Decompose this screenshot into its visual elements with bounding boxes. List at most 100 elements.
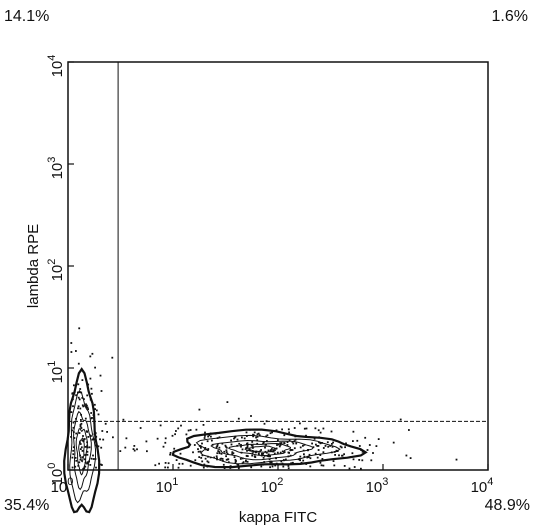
event-dot xyxy=(299,459,301,462)
event-dot xyxy=(87,408,89,411)
event-dot xyxy=(409,457,412,459)
event-dot xyxy=(271,431,273,434)
event-dot xyxy=(303,455,306,458)
event-dot xyxy=(124,446,127,449)
event-dot xyxy=(112,436,114,439)
event-dot xyxy=(256,439,259,442)
event-dot xyxy=(251,450,254,452)
event-dot xyxy=(177,427,180,430)
event-dot xyxy=(225,458,228,461)
event-dot xyxy=(86,450,89,453)
event-dot xyxy=(332,460,335,462)
event-dot xyxy=(72,431,75,433)
event-dot xyxy=(252,435,254,438)
event-dot xyxy=(261,452,263,455)
event-dot xyxy=(249,449,252,452)
event-dot xyxy=(189,464,192,467)
event-dot xyxy=(99,438,101,441)
event-dot xyxy=(280,460,283,463)
event-dot xyxy=(262,452,265,455)
event-dot xyxy=(320,464,323,467)
event-dot xyxy=(167,466,169,469)
event-dot xyxy=(73,391,76,394)
event-dot xyxy=(249,428,251,431)
event-dot xyxy=(94,432,97,434)
event-dot xyxy=(204,431,206,434)
event-dot xyxy=(229,465,232,468)
event-dot xyxy=(308,453,311,456)
contour-line xyxy=(244,445,277,453)
event-dot xyxy=(312,446,315,449)
event-dot xyxy=(75,350,77,352)
event-dot xyxy=(146,450,148,453)
event-dot xyxy=(80,427,83,429)
event-dot xyxy=(257,452,260,455)
event-dot xyxy=(180,424,182,427)
event-dot xyxy=(344,446,346,449)
event-dot xyxy=(334,454,336,456)
event-dot xyxy=(269,455,271,458)
contour-layer xyxy=(63,367,368,514)
x-tick-label: 102 xyxy=(261,476,284,496)
event-dot xyxy=(343,465,346,467)
event-dot xyxy=(89,377,92,380)
event-dot xyxy=(201,442,203,445)
event-dot xyxy=(100,446,103,449)
events-layer xyxy=(70,327,458,470)
event-dot xyxy=(179,452,182,455)
event-dot xyxy=(240,444,242,446)
event-dot xyxy=(316,456,319,459)
event-dot xyxy=(74,457,77,459)
event-dot xyxy=(102,438,105,441)
event-dot xyxy=(95,435,98,438)
event-dot xyxy=(275,429,278,432)
x-axis-label: kappa FITC xyxy=(239,509,318,525)
event-dot xyxy=(273,452,276,455)
event-dot xyxy=(216,458,218,461)
y-tick-label: 101 xyxy=(46,361,66,384)
event-dot xyxy=(79,407,82,410)
event-dot xyxy=(199,450,202,453)
event-dot xyxy=(79,448,82,450)
event-dot xyxy=(164,462,167,464)
event-dot xyxy=(262,441,265,444)
event-dot xyxy=(85,403,87,406)
event-dot xyxy=(375,445,378,447)
event-dot xyxy=(229,467,232,469)
event-dot xyxy=(392,441,395,444)
event-dot xyxy=(71,466,74,469)
event-dot xyxy=(267,453,270,456)
event-dot xyxy=(209,456,212,459)
event-dot xyxy=(232,452,235,455)
event-dot xyxy=(80,391,83,394)
event-dot xyxy=(269,466,271,469)
event-dot xyxy=(99,463,102,466)
event-dot xyxy=(258,434,261,437)
x-tick-label: 104 xyxy=(471,476,494,496)
event-dot xyxy=(265,420,268,423)
event-dot xyxy=(215,446,218,449)
event-dot xyxy=(75,394,77,397)
event-dot xyxy=(455,458,458,461)
event-dot xyxy=(222,459,224,462)
event-dot xyxy=(237,417,240,420)
event-dot xyxy=(294,435,297,438)
event-dot xyxy=(90,387,93,390)
event-dot xyxy=(322,427,325,430)
event-dot xyxy=(77,407,79,410)
event-dot xyxy=(192,451,194,454)
event-dot xyxy=(78,327,81,330)
event-dot xyxy=(225,445,227,448)
event-dot xyxy=(233,456,236,458)
event-dot xyxy=(99,374,102,377)
event-dot xyxy=(325,459,328,461)
event-dot xyxy=(88,460,90,463)
event-dot xyxy=(293,440,296,442)
event-dot xyxy=(215,455,218,458)
event-dot xyxy=(266,455,269,457)
contour-line xyxy=(73,410,92,491)
event-dot xyxy=(343,453,345,456)
event-dot xyxy=(75,417,77,420)
event-dot xyxy=(80,422,83,425)
event-dot xyxy=(94,444,97,447)
